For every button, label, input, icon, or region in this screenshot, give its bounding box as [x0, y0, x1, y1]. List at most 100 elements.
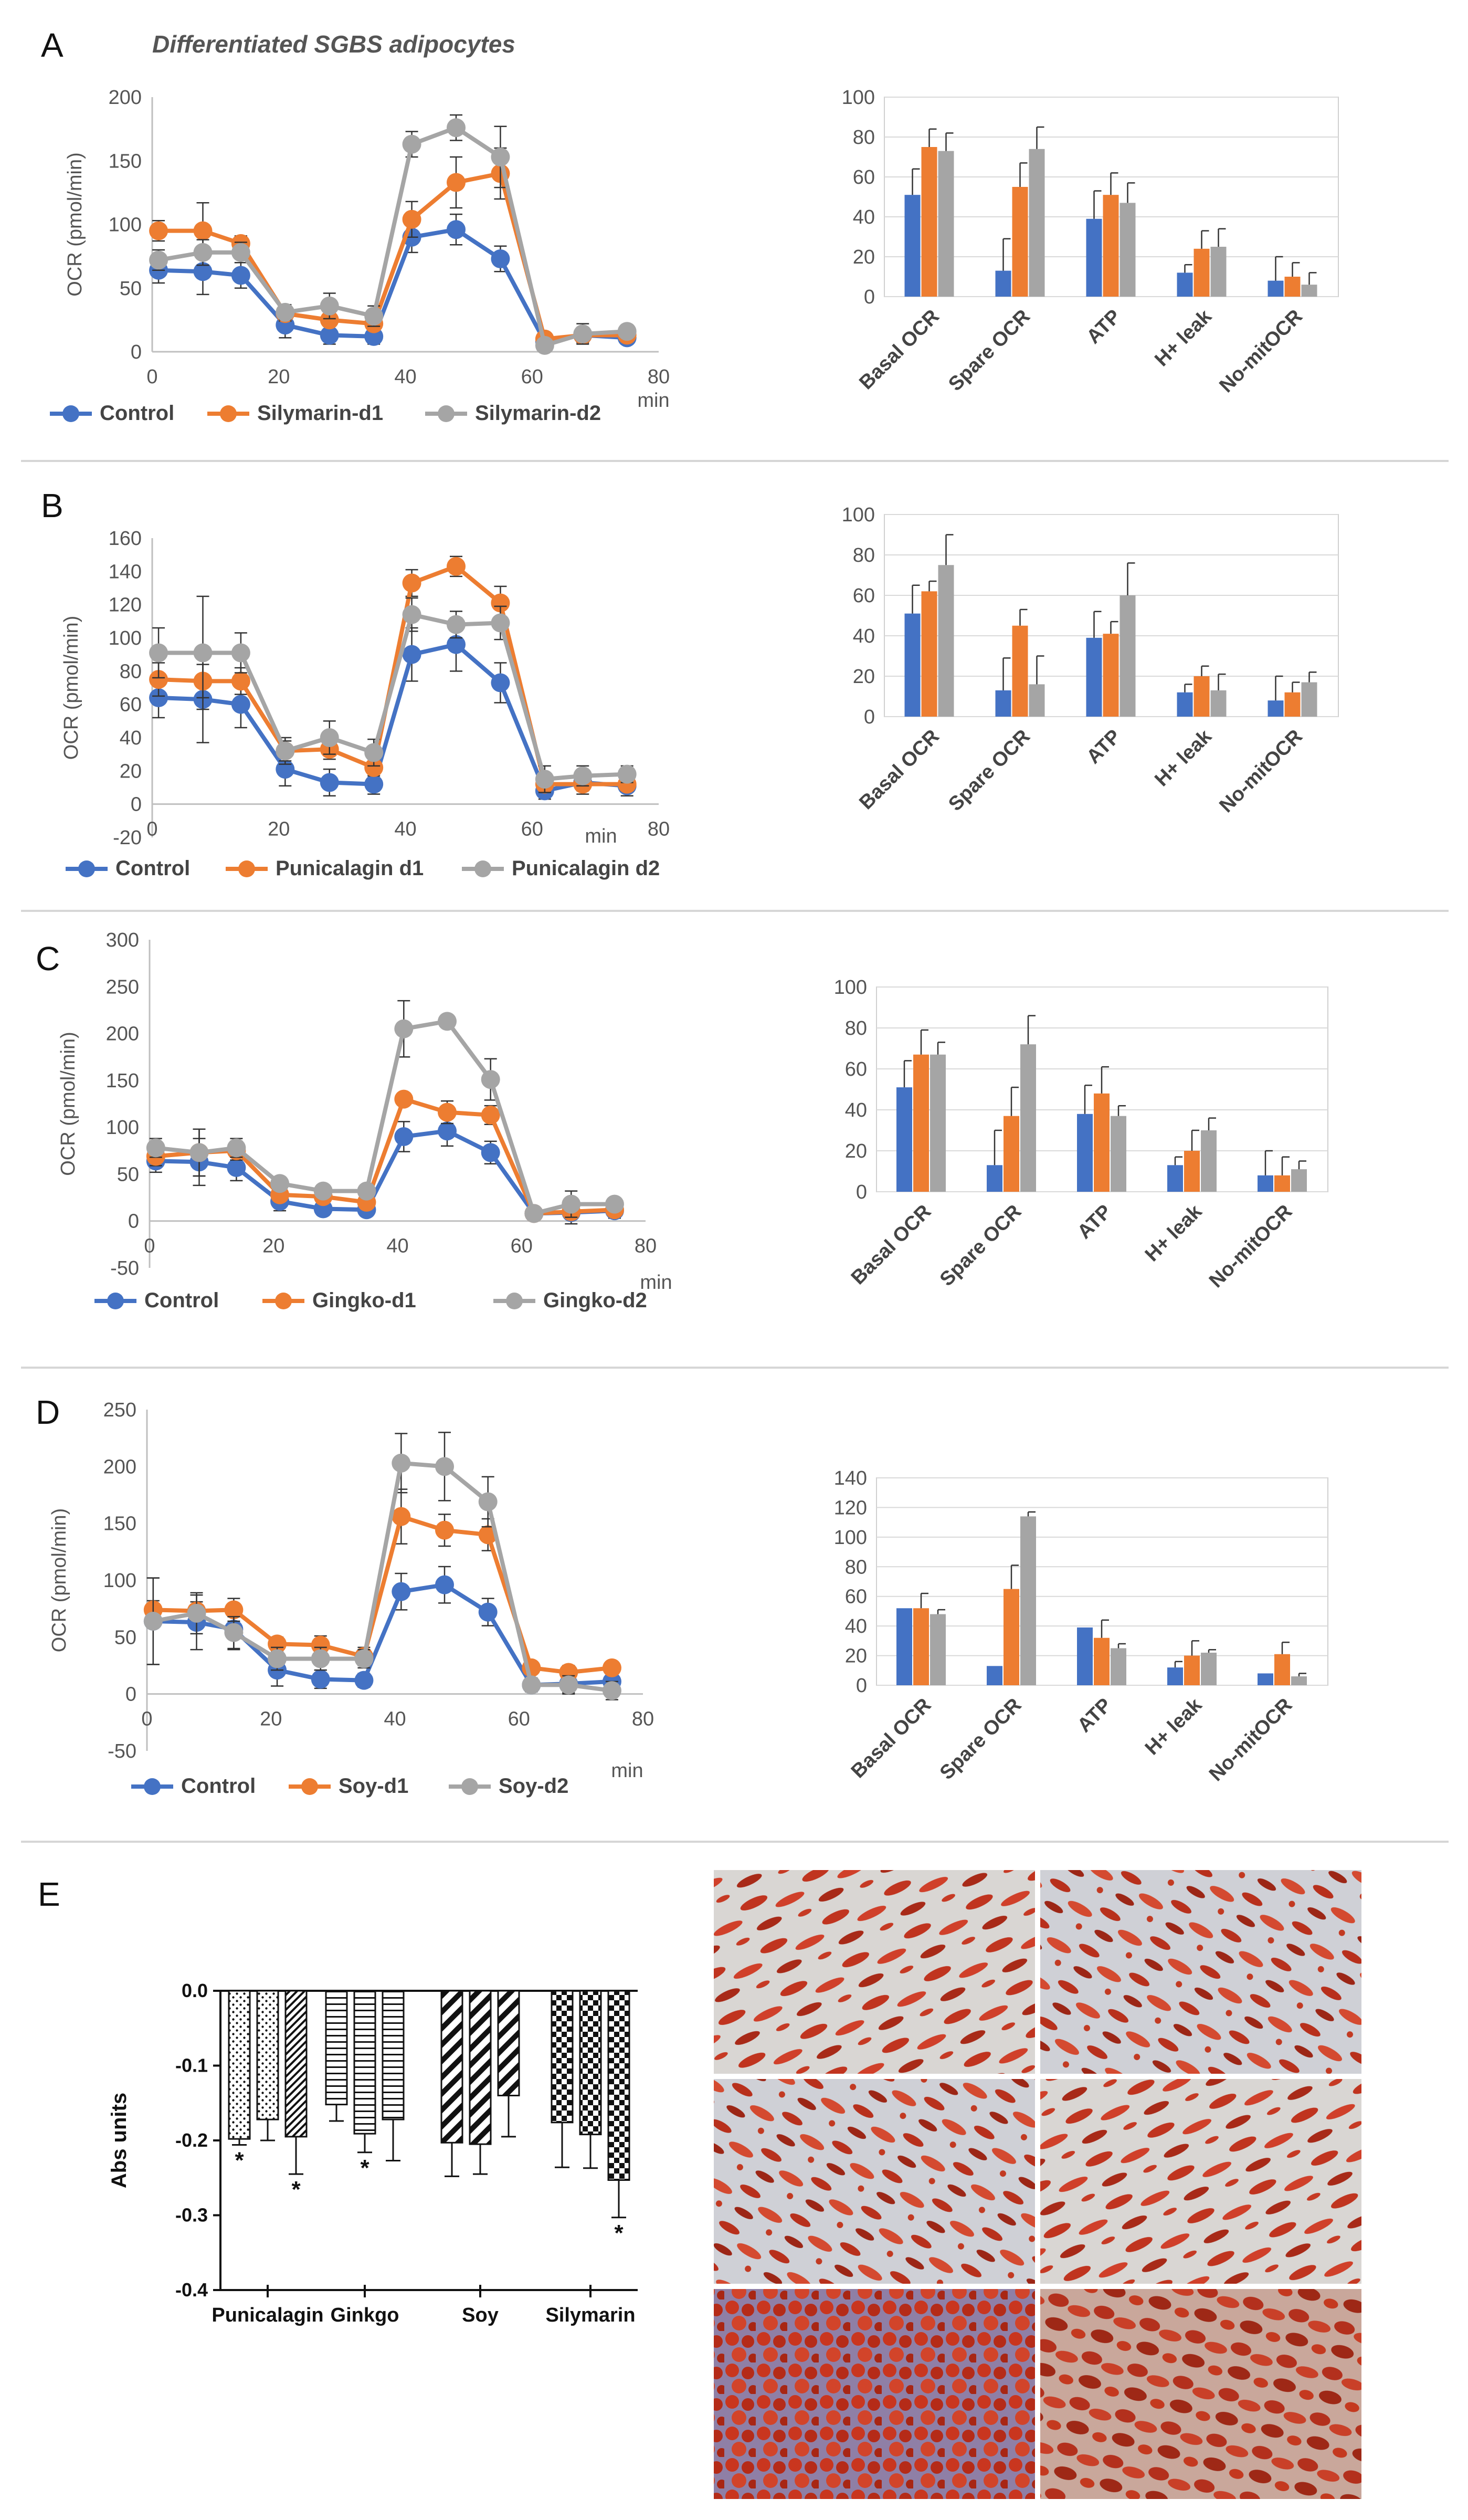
category-label: Spare OCR — [936, 1201, 1026, 1291]
data-point — [187, 1603, 206, 1623]
bar — [1274, 1175, 1290, 1192]
bar — [896, 1608, 912, 1685]
data-point — [320, 326, 339, 345]
category-label: Basal OCR — [855, 306, 944, 394]
data-point — [438, 1102, 457, 1122]
bar — [1184, 1151, 1200, 1192]
y-tick-label: 50 — [117, 1163, 139, 1185]
y-tick-label: 20 — [845, 1140, 867, 1162]
y-tick-label: 160 — [109, 528, 142, 550]
legend-label: Soy-d1 — [339, 1774, 408, 1798]
y-tick-label: -50 — [108, 1740, 136, 1762]
data-point — [394, 1089, 414, 1109]
data-point — [193, 243, 213, 262]
bar — [1268, 700, 1284, 717]
bar — [607, 1990, 630, 2181]
x-tick-label: 40 — [394, 818, 416, 841]
category-label: Punicalagin — [212, 2304, 323, 2326]
bar — [921, 147, 937, 297]
series-line — [159, 612, 627, 782]
y-tick-label: -0.1 — [175, 2055, 208, 2076]
bar — [551, 1990, 574, 2124]
data-point — [354, 1649, 374, 1668]
figure-title: Differentiated SGBS adipocytes — [152, 30, 515, 58]
data-point — [364, 774, 384, 794]
data-point — [447, 635, 466, 654]
y-tick-label: -0.3 — [175, 2204, 208, 2226]
data-point — [311, 1649, 330, 1668]
bar — [382, 1990, 405, 2120]
data-point — [231, 266, 250, 285]
y-tick-label: 200 — [103, 1456, 136, 1478]
significance-star: * — [360, 2155, 369, 2181]
data-point — [268, 1634, 287, 1654]
bar — [579, 1990, 602, 2136]
category-label: Soy — [462, 2304, 499, 2326]
category-label: Basal OCR — [847, 1694, 936, 1783]
micrograph-3 — [714, 2079, 1035, 2284]
bar — [1167, 1165, 1183, 1192]
data-point — [227, 1158, 246, 1177]
data-point — [535, 335, 554, 355]
y-tick-label: 80 — [845, 1017, 867, 1040]
category-label: No-mitOCR — [1205, 1201, 1296, 1292]
data-point — [617, 764, 637, 784]
y-axis-title: OCR (pmol/min) — [48, 1508, 70, 1652]
bar — [440, 1990, 463, 2144]
y-tick-label: 0 — [856, 1675, 867, 1697]
x-tick-label: 60 — [508, 1708, 530, 1730]
data-point — [535, 770, 554, 789]
data-point — [276, 302, 295, 322]
data-point — [447, 173, 466, 192]
bar — [1094, 1637, 1110, 1685]
bar-chart-A-bar: 0 20 40 60 80 100 Basal OCR Spare OCR ATP H+ leak… — [842, 87, 1339, 397]
data-point — [364, 758, 384, 777]
panel-label-d: D — [36, 1393, 60, 1431]
bar — [1111, 1116, 1126, 1192]
series-Gingko-d2 — [146, 1000, 624, 1223]
x-tick-label: 40 — [384, 1708, 406, 1730]
y-tick-label: 40 — [845, 1099, 867, 1121]
legend-marker — [506, 1293, 523, 1309]
y-tick-label: 60 — [120, 694, 142, 716]
bar — [1012, 187, 1028, 297]
y-tick-label: 0 — [131, 341, 142, 363]
bar — [1301, 285, 1317, 297]
data-point — [481, 1143, 500, 1162]
bar — [1086, 637, 1102, 717]
series-Soy-d2 — [143, 1432, 621, 1700]
data-point — [478, 1492, 498, 1511]
bar — [1194, 248, 1210, 297]
data-point — [143, 1612, 163, 1631]
y-tick-label: 80 — [120, 660, 142, 682]
panel-label-e: E — [38, 1875, 60, 1913]
y-tick-label: 300 — [106, 929, 139, 951]
y-axis-title: OCR (pmol/min) — [64, 152, 86, 296]
bar — [1284, 277, 1301, 297]
y-tick-label: 140 — [834, 1467, 867, 1489]
x-axis-title: min — [585, 825, 617, 847]
legend-marker — [238, 860, 255, 877]
data-point — [149, 643, 168, 663]
x-tick-label: 0 — [141, 1708, 152, 1730]
x-tick-label: 40 — [394, 366, 416, 388]
data-point — [481, 1070, 500, 1089]
y-tick-label: 50 — [120, 278, 142, 300]
x-tick-label: 60 — [521, 818, 543, 841]
y-tick-label: 0 — [131, 794, 142, 816]
data-point — [320, 728, 339, 747]
legend-label: Punicalagin d1 — [276, 857, 424, 880]
series-Control — [149, 617, 637, 801]
series-Soy-d1 — [143, 1488, 621, 1682]
data-point — [224, 1623, 244, 1642]
y-axis-title: Abs units — [108, 2093, 131, 2188]
data-point — [524, 1204, 544, 1223]
legend-label: Gingko-d1 — [312, 1289, 416, 1312]
bar — [353, 1990, 376, 2135]
legend-marker — [62, 405, 79, 422]
bar — [1103, 634, 1119, 717]
category-label: Basal OCR — [847, 1201, 936, 1289]
data-point — [270, 1174, 290, 1193]
